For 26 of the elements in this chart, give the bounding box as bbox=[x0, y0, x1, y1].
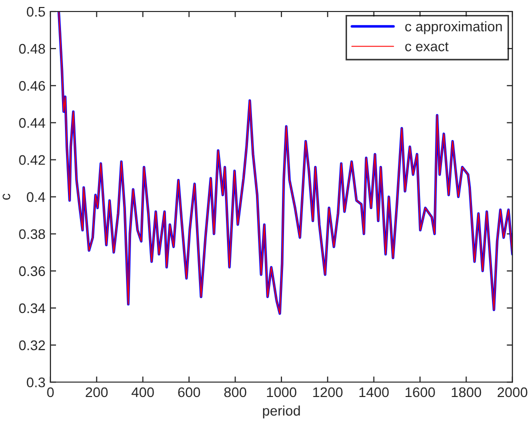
y-tick-label: 0.36 bbox=[19, 266, 45, 276]
y-tick-label: 0.32 bbox=[19, 340, 45, 350]
y-tick-label: 0.48 bbox=[19, 44, 45, 54]
y-tick-label: 0.44 bbox=[19, 118, 46, 128]
x-tick-label: 1000 bbox=[267, 387, 296, 398]
x-tick-label: 0 bbox=[47, 387, 54, 398]
y-tick-label: 0.46 bbox=[19, 80, 45, 91]
y-axis-title: c bbox=[2, 194, 10, 200]
y-tick-label: 0.5 bbox=[26, 6, 46, 17]
x-tick-label: 1600 bbox=[406, 387, 435, 398]
x-tick-label: 200 bbox=[86, 387, 108, 398]
x-tick-label: 1400 bbox=[359, 387, 389, 398]
x-tick-label: 800 bbox=[224, 387, 246, 398]
x-tick-label: 1800 bbox=[452, 387, 482, 398]
legend-label: c exact bbox=[405, 42, 449, 52]
x-tick-label: 400 bbox=[132, 387, 154, 398]
y-tick-label: 0.3 bbox=[26, 377, 45, 388]
legend-label: c approximation bbox=[405, 21, 502, 34]
x-tick-label: 1200 bbox=[313, 387, 343, 398]
x-axis-title: period bbox=[263, 405, 300, 418]
x-tick-label: 600 bbox=[178, 387, 200, 398]
y-tick-label: 0.38 bbox=[19, 229, 45, 240]
x-tick-label: 2000 bbox=[498, 387, 528, 398]
y-tick-label: 0.42 bbox=[19, 155, 45, 165]
y-tick-label: 0.4 bbox=[26, 192, 46, 202]
y-tick-label: 0.34 bbox=[19, 303, 46, 314]
